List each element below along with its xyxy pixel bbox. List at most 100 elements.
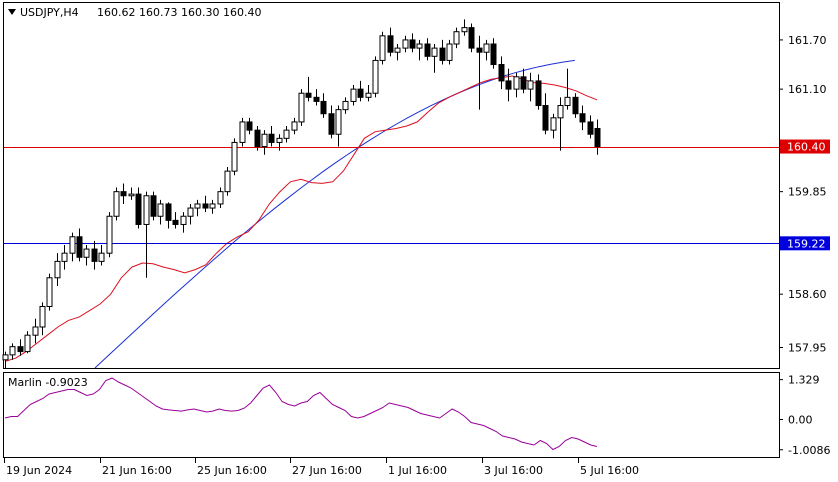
candle bbox=[61, 244, 68, 270]
price-tick-label: 159.85 bbox=[788, 186, 827, 199]
candle-body bbox=[416, 43, 423, 49]
candle-body bbox=[54, 260, 61, 279]
candle-body bbox=[527, 80, 534, 90]
candle bbox=[143, 191, 150, 278]
indicator-pane-border bbox=[3, 372, 780, 458]
candle-body bbox=[283, 129, 290, 139]
time-tick-label: 27 Jun 16:00 bbox=[292, 464, 362, 477]
price-tag-bg bbox=[780, 139, 830, 154]
candle bbox=[180, 212, 187, 233]
candle-body bbox=[557, 105, 564, 119]
candle-body bbox=[224, 170, 231, 193]
candle-body bbox=[291, 121, 298, 131]
candle bbox=[98, 244, 105, 266]
time-tick-label: 1 Jul 16:00 bbox=[388, 464, 447, 477]
candle bbox=[490, 38, 497, 69]
candle bbox=[46, 273, 53, 311]
candle-body bbox=[461, 27, 468, 33]
candle-body bbox=[424, 43, 431, 57]
candle bbox=[113, 187, 120, 221]
candle bbox=[76, 228, 83, 262]
candle bbox=[9, 343, 16, 360]
candle-body bbox=[91, 248, 98, 262]
candle-body bbox=[187, 207, 194, 217]
candle bbox=[572, 93, 579, 118]
candle bbox=[357, 80, 364, 102]
candle-body bbox=[402, 39, 409, 49]
marlin-line-layer bbox=[4, 377, 598, 451]
candle-body bbox=[165, 203, 172, 221]
candle bbox=[254, 126, 261, 151]
candle-body bbox=[157, 203, 164, 217]
candle bbox=[350, 85, 357, 106]
candle-body bbox=[542, 105, 549, 131]
candle-body bbox=[305, 92, 312, 98]
price-tick-label: 161.10 bbox=[788, 83, 827, 96]
candle-body bbox=[128, 193, 135, 197]
candle bbox=[542, 93, 549, 135]
candle-body bbox=[550, 117, 557, 131]
candle-body bbox=[579, 113, 586, 123]
triangle-down-icon[interactable] bbox=[8, 9, 16, 15]
candle bbox=[520, 68, 527, 94]
candle-body bbox=[106, 215, 113, 254]
candle bbox=[587, 115, 594, 139]
candles-layer bbox=[2, 19, 601, 368]
candle-body bbox=[150, 195, 157, 217]
candle-body bbox=[476, 47, 483, 53]
candle bbox=[513, 72, 520, 98]
candle bbox=[387, 27, 394, 57]
candle-body bbox=[357, 88, 364, 98]
candle bbox=[91, 240, 98, 270]
candle bbox=[431, 44, 438, 73]
candle-body bbox=[261, 133, 268, 148]
candle-body bbox=[76, 236, 83, 258]
candle-body bbox=[453, 31, 460, 45]
candle bbox=[231, 138, 238, 176]
candle bbox=[17, 339, 24, 356]
candle-body bbox=[231, 141, 238, 172]
ohlc-readout: 160.62 160.73 160.30 160.40 bbox=[97, 6, 261, 19]
candle bbox=[535, 74, 542, 110]
candle-body bbox=[2, 354, 9, 361]
candle-body bbox=[46, 277, 53, 307]
candle bbox=[550, 113, 557, 139]
candle bbox=[83, 244, 90, 266]
candle-body bbox=[239, 121, 246, 143]
candle-body bbox=[431, 47, 438, 57]
candle bbox=[365, 85, 372, 102]
candle-body bbox=[379, 35, 386, 61]
candle-body bbox=[135, 193, 142, 225]
candle bbox=[505, 68, 512, 102]
candle-body bbox=[468, 27, 475, 49]
candle-body bbox=[320, 100, 327, 115]
candle-body bbox=[483, 43, 490, 53]
candle bbox=[209, 199, 216, 214]
candle-body bbox=[209, 203, 216, 209]
candle-body bbox=[83, 248, 90, 258]
candle bbox=[483, 39, 490, 61]
candle-body bbox=[594, 127, 601, 148]
candle-body bbox=[587, 121, 594, 135]
time-tick-label: 25 Jun 16:00 bbox=[197, 464, 267, 477]
candle bbox=[409, 33, 416, 53]
candle bbox=[2, 351, 9, 368]
candle bbox=[335, 105, 342, 147]
candle-body bbox=[61, 252, 68, 262]
candle-body bbox=[394, 47, 401, 53]
candle bbox=[194, 199, 201, 217]
candle bbox=[32, 318, 39, 344]
horizontal-lines-layer bbox=[4, 147, 779, 244]
candle bbox=[165, 202, 172, 229]
candle-body bbox=[298, 92, 305, 123]
candle-body bbox=[217, 191, 224, 205]
candle-body bbox=[350, 88, 357, 102]
candle-body bbox=[446, 43, 453, 61]
candle-body bbox=[342, 100, 349, 111]
candle bbox=[283, 126, 290, 143]
candle-body bbox=[254, 129, 261, 148]
candle bbox=[120, 183, 127, 204]
candle-body bbox=[194, 203, 201, 209]
price-tag-bg bbox=[780, 236, 830, 251]
